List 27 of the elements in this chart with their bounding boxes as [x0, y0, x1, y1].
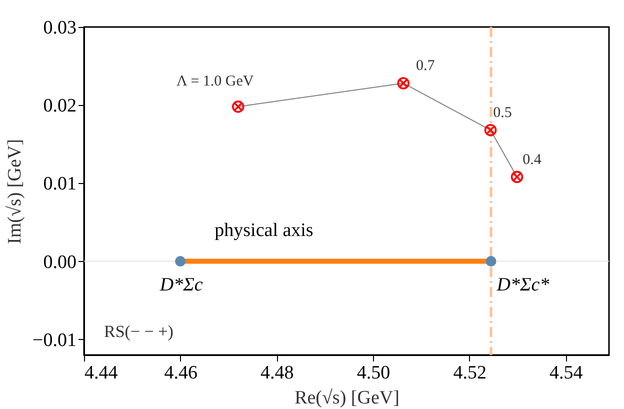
y-axis-title: Im(√s) [GeV] [4, 139, 26, 244]
annotation: RS(− − +) [104, 322, 174, 341]
x-tick-label: 4.48 [260, 362, 294, 384]
point [486, 256, 496, 267]
point [232, 100, 244, 113]
point [175, 256, 186, 267]
annotation: 0.4 [522, 152, 542, 168]
x-tick-label: 4.44 [84, 362, 118, 384]
annotation: Λ = 1.0 GeV [176, 74, 254, 90]
annotation: D*Σc [158, 274, 204, 296]
y-tick-label: −0.01 [32, 330, 76, 351]
annotation: 0.5 [493, 105, 512, 122]
x-tick-label: 4.50 [356, 362, 390, 384]
point [510, 170, 524, 184]
x-tick-label: 4.52 [453, 362, 486, 384]
x-tick-label: 4.54 [550, 362, 584, 384]
y-tick-label: 0.03 [43, 18, 76, 38]
annotation: physical axis [214, 220, 314, 241]
y-tick-label: 0.00 [43, 252, 76, 273]
y-tick-label: 0.01 [43, 174, 76, 195]
y-tick-label: 0.02 [43, 96, 76, 117]
x-tick-label: 4.46 [164, 362, 198, 384]
point [397, 77, 410, 90]
annotation: 0.7 [416, 58, 436, 74]
annotation: D*Σc* [496, 274, 550, 296]
point [484, 124, 497, 136]
x-axis-title: Re(√s) [GeV] [294, 388, 400, 408]
